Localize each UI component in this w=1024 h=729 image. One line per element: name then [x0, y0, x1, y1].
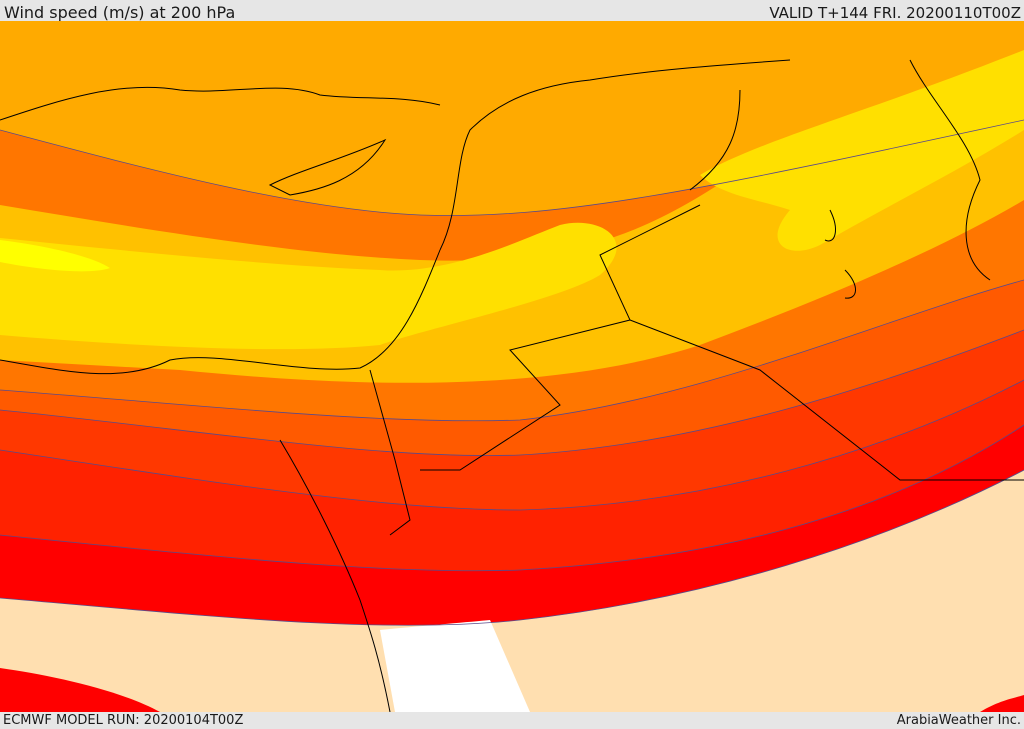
credit-label: ArabiaWeather Inc. — [896, 713, 1021, 728]
header-bar — [0, 0, 1024, 21]
contour-lines — [0, 119, 1024, 626]
lower-left-band — [0, 668, 160, 712]
sea-gap — [380, 620, 530, 712]
band-11 — [0, 240, 110, 272]
band-10 — [0, 222, 617, 350]
map-title: Wind speed (m/s) at 200 hPa — [4, 3, 236, 22]
valid-time: VALID T+144 FRI. 20200110T00Z — [769, 4, 1021, 22]
footer-bar — [0, 712, 1024, 729]
lower-right-band — [980, 695, 1024, 712]
coastlines — [0, 59, 1024, 712]
model-run-label: ECMWF MODEL RUN: 20200104T00Z — [3, 713, 244, 728]
band-10b — [700, 50, 1024, 251]
wind-speed-map — [0, 21, 1024, 712]
